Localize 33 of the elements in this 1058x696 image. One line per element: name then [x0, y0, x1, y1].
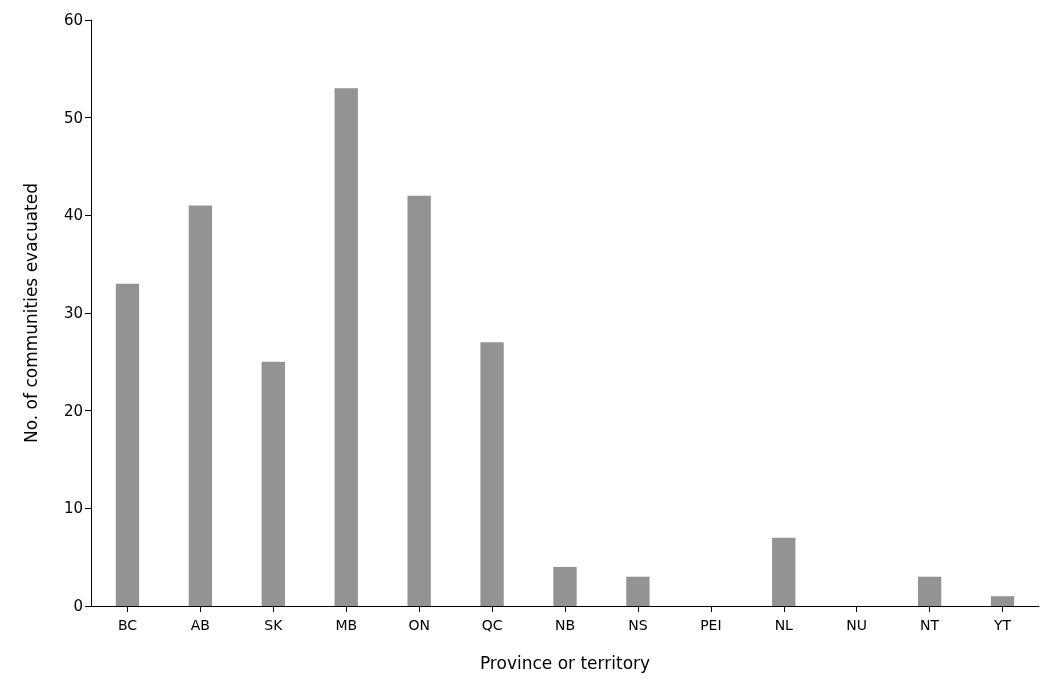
x-tick-label: NB — [554, 617, 576, 633]
bar — [917, 576, 942, 606]
x-tick-label: AB — [190, 617, 210, 633]
bar — [115, 283, 140, 606]
x-tick-label: MB — [335, 617, 358, 633]
x-tick-label: NS — [628, 617, 648, 633]
bar — [480, 342, 504, 606]
y-tick-label: 40 — [63, 206, 83, 225]
x-tick-label: NL — [774, 617, 794, 633]
y-tick-label: 0 — [73, 597, 83, 615]
y-tick-label: 60 — [63, 11, 83, 29]
x-tick-label: PEI — [700, 617, 722, 633]
bar — [261, 361, 285, 606]
x-tick-label: YT — [992, 617, 1012, 633]
x-tick-label: ON — [408, 617, 430, 633]
x-axis-title: Province or territory — [479, 652, 651, 673]
x-tick-label: NU — [846, 617, 868, 633]
x-tick-label: QC — [481, 617, 503, 633]
y-tick-label: 30 — [63, 304, 83, 322]
y-axis-title: No. of communities evacuated — [20, 182, 41, 444]
bar — [188, 205, 213, 606]
bar — [990, 596, 1015, 606]
x-tick-label: NT — [920, 617, 940, 633]
bar — [772, 537, 796, 606]
bar — [626, 576, 650, 606]
bar — [407, 195, 431, 606]
y-tick-label: 50 — [63, 108, 83, 127]
bar — [334, 88, 358, 606]
bar — [553, 566, 577, 606]
y-tick-label: 10 — [63, 499, 83, 518]
x-tick-label: SK — [264, 617, 284, 633]
y-tick-label: 20 — [63, 401, 83, 420]
x-tick-label: BC — [117, 617, 138, 633]
